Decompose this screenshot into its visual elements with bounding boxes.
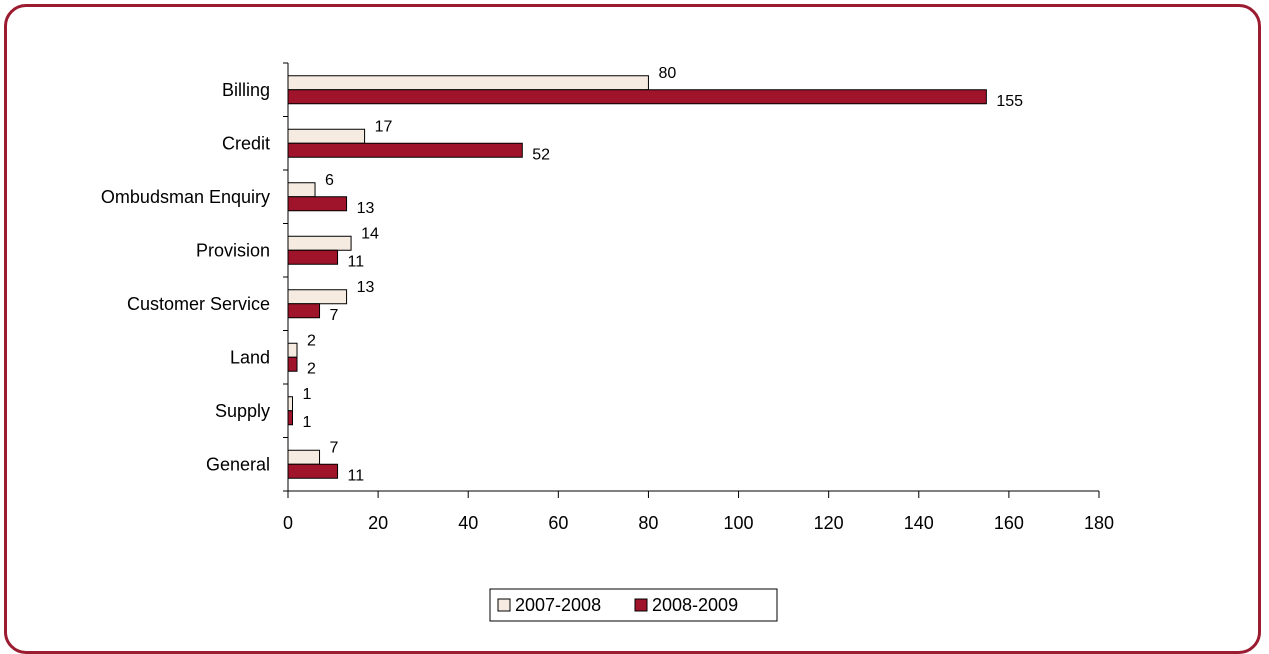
x-tick-label: 80 [638, 513, 658, 533]
bar-2007-2008 [287, 289, 348, 305]
value-label: 14 [361, 225, 379, 242]
category-label: Provision [196, 240, 270, 260]
value-label: 80 [658, 65, 676, 82]
category-label: Ombudsman Enquiry [101, 187, 270, 207]
value-label: 6 [325, 172, 334, 189]
bar-2008-2009 [287, 410, 294, 426]
bar-2008-2009 [287, 142, 523, 158]
value-label: 13 [357, 279, 375, 296]
category-label: Customer Service [127, 294, 270, 314]
legend-swatch [497, 598, 511, 612]
legend-box [489, 588, 778, 622]
x-tick-label: 100 [724, 513, 754, 533]
x-tick-label: 40 [458, 513, 478, 533]
x-tick-label: 180 [1084, 513, 1114, 533]
bars-group [287, 75, 987, 479]
value-label: 11 [348, 253, 365, 270]
bar-2007-2008 [287, 235, 352, 251]
bar-2008-2009 [287, 249, 339, 265]
x-tick-label: 20 [368, 513, 388, 533]
value-label: 155 [996, 93, 1023, 110]
category-label: Credit [222, 133, 270, 153]
value-label: 7 [330, 439, 339, 456]
bar-2008-2009 [287, 463, 339, 479]
axes-group: 0 20 40 60 80 100 120 140 160 180 [283, 62, 1114, 533]
category-label: Billing [222, 80, 270, 100]
value-label: 52 [532, 146, 550, 163]
value-label: 7 [330, 307, 339, 324]
x-tick-label: 60 [548, 513, 568, 533]
bar-2007-2008 [287, 396, 294, 412]
x-tick-label: 120 [814, 513, 844, 533]
value-label: 17 [375, 118, 393, 135]
value-label: 2 [307, 360, 316, 377]
bar-2008-2009 [287, 303, 321, 319]
legend-label: 2008-2009 [652, 595, 738, 615]
bar-2007-2008 [287, 182, 316, 198]
legend: 2007-2008 2008-2009 [489, 588, 778, 622]
bar-2007-2008 [287, 342, 298, 358]
category-label: General [206, 454, 270, 474]
x-tick-label: 140 [904, 513, 934, 533]
value-label: 1 [303, 414, 312, 431]
x-tick-label: 160 [994, 513, 1024, 533]
category-label: Land [230, 347, 270, 367]
value-label: 1 [303, 386, 312, 403]
value-label: 13 [357, 200, 375, 217]
value-label: 2 [307, 332, 316, 349]
bar-2008-2009 [287, 89, 987, 105]
legend-swatch [634, 598, 648, 612]
legend-label: 2007-2008 [515, 595, 601, 615]
bar-2008-2009 [287, 196, 348, 212]
x-tick-label: 0 [283, 513, 293, 533]
bar-chart: 0 20 40 60 80 100 120 140 160 180 Billing 80 155 Cre… [101, 62, 1114, 622]
bar-2008-2009 [287, 356, 298, 372]
bar-2007-2008 [287, 449, 321, 465]
bar-2007-2008 [287, 75, 649, 91]
value-label: 11 [348, 467, 365, 484]
category-label: Supply [215, 401, 270, 421]
bar-2007-2008 [287, 128, 366, 144]
